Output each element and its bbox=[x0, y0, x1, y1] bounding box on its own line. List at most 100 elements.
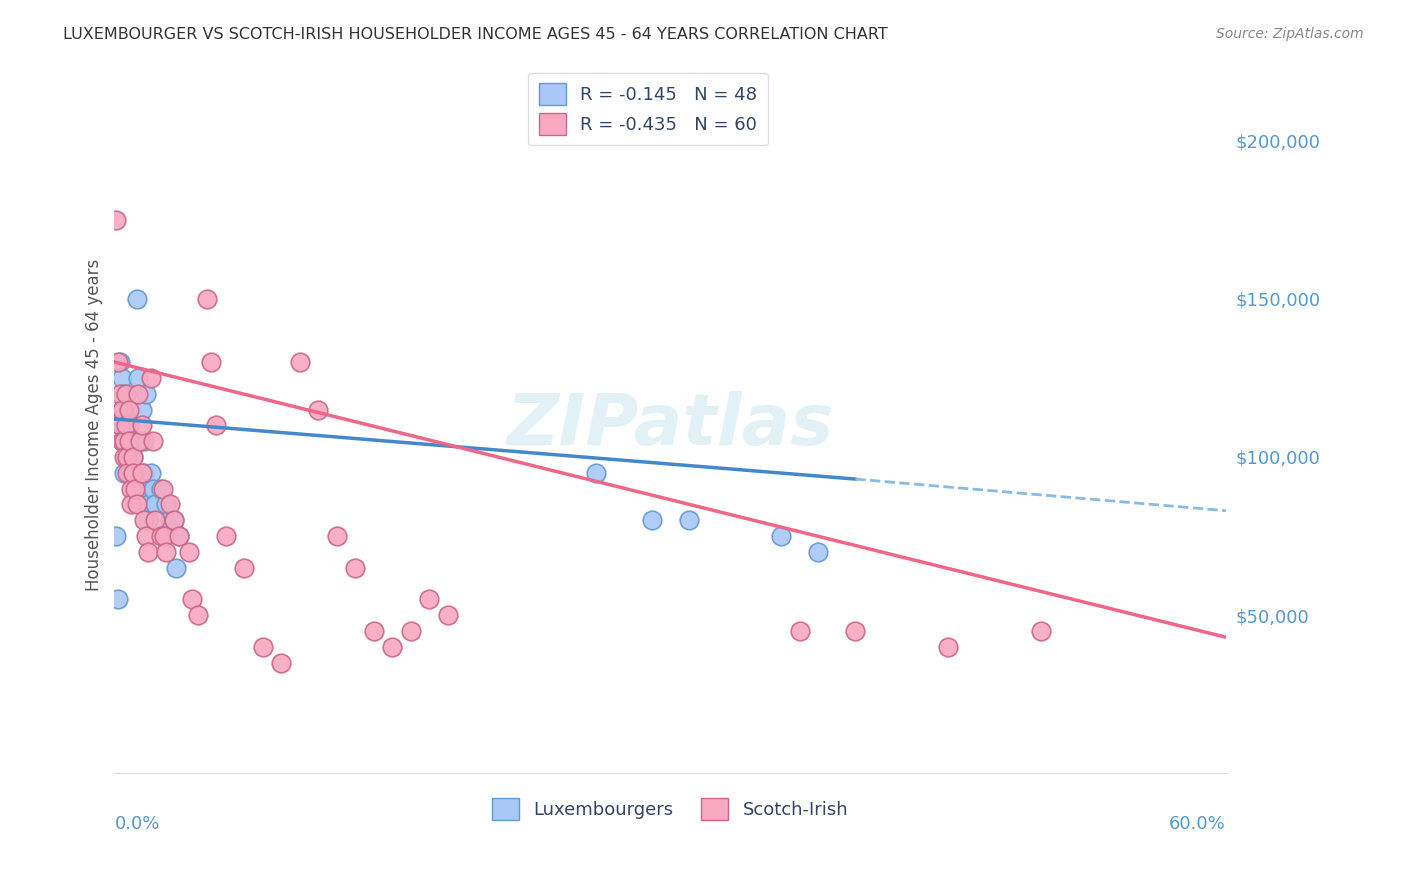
Point bbox=[117, 434, 139, 449]
Point bbox=[149, 482, 172, 496]
Point bbox=[844, 624, 866, 638]
Point bbox=[135, 529, 157, 543]
Point bbox=[114, 450, 136, 464]
Point bbox=[118, 402, 141, 417]
Point bbox=[195, 292, 218, 306]
Point bbox=[136, 497, 159, 511]
Point bbox=[585, 466, 607, 480]
Point bbox=[807, 545, 830, 559]
Point bbox=[114, 386, 136, 401]
Point bbox=[155, 545, 177, 559]
Point bbox=[437, 608, 460, 623]
Point bbox=[1029, 624, 1052, 638]
Point bbox=[678, 513, 700, 527]
Point bbox=[155, 497, 177, 511]
Point bbox=[233, 560, 256, 574]
Point bbox=[640, 513, 662, 527]
Point bbox=[381, 640, 404, 654]
Point bbox=[214, 529, 236, 543]
Point bbox=[128, 386, 150, 401]
Point bbox=[132, 434, 155, 449]
Point bbox=[108, 355, 131, 369]
Point bbox=[159, 513, 181, 527]
Text: 0.0%: 0.0% bbox=[114, 815, 160, 833]
Point bbox=[418, 592, 440, 607]
Point bbox=[181, 592, 204, 607]
Point bbox=[142, 434, 165, 449]
Y-axis label: Householder Income Ages 45 - 64 years: Householder Income Ages 45 - 64 years bbox=[86, 260, 103, 591]
Point bbox=[167, 529, 190, 543]
Point bbox=[114, 418, 136, 433]
Point bbox=[136, 545, 159, 559]
Point bbox=[187, 608, 209, 623]
Point bbox=[159, 497, 181, 511]
Point bbox=[107, 592, 129, 607]
Point bbox=[112, 466, 135, 480]
Point bbox=[131, 466, 153, 480]
Point bbox=[111, 402, 134, 417]
Point bbox=[132, 513, 155, 527]
Point bbox=[111, 434, 134, 449]
Point bbox=[118, 434, 141, 449]
Point bbox=[114, 434, 136, 449]
Point bbox=[105, 529, 128, 543]
Text: LUXEMBOURGER VS SCOTCH-IRISH HOUSEHOLDER INCOME AGES 45 - 64 YEARS CORRELATION C: LUXEMBOURGER VS SCOTCH-IRISH HOUSEHOLDER… bbox=[63, 27, 889, 42]
Point bbox=[167, 529, 190, 543]
Point bbox=[111, 371, 134, 385]
Point bbox=[131, 418, 153, 433]
Point bbox=[117, 450, 139, 464]
Point bbox=[105, 212, 128, 227]
Point bbox=[124, 466, 146, 480]
Point bbox=[112, 386, 135, 401]
Point bbox=[141, 371, 163, 385]
Point bbox=[111, 434, 134, 449]
Point bbox=[122, 466, 145, 480]
Point bbox=[124, 482, 146, 496]
Legend: Luxembourgers, Scotch-Irish: Luxembourgers, Scotch-Irish bbox=[485, 790, 855, 827]
Point bbox=[288, 355, 311, 369]
Point bbox=[136, 513, 159, 527]
Point bbox=[163, 513, 186, 527]
Point bbox=[118, 450, 141, 464]
Point bbox=[125, 497, 148, 511]
Point bbox=[112, 402, 135, 417]
Point bbox=[120, 482, 142, 496]
Point bbox=[108, 418, 131, 433]
Point bbox=[125, 292, 148, 306]
Point bbox=[200, 355, 222, 369]
Point bbox=[120, 450, 142, 464]
Point bbox=[307, 402, 329, 417]
Point bbox=[120, 497, 142, 511]
Point bbox=[153, 529, 176, 543]
Point bbox=[112, 418, 135, 433]
Point bbox=[108, 386, 131, 401]
Point bbox=[122, 450, 145, 464]
Point bbox=[131, 482, 153, 496]
Point bbox=[141, 466, 163, 480]
Point bbox=[122, 450, 145, 464]
Point bbox=[252, 640, 274, 654]
Point bbox=[143, 513, 166, 527]
Point bbox=[142, 482, 165, 496]
Point bbox=[118, 466, 141, 480]
Point bbox=[128, 371, 150, 385]
Point bbox=[325, 529, 347, 543]
Point bbox=[111, 402, 134, 417]
Point bbox=[399, 624, 422, 638]
Text: 60.0%: 60.0% bbox=[1170, 815, 1226, 833]
Point bbox=[270, 656, 292, 670]
Point bbox=[344, 560, 367, 574]
Point bbox=[936, 640, 959, 654]
Point bbox=[129, 434, 152, 449]
Point bbox=[118, 418, 141, 433]
Point bbox=[163, 513, 186, 527]
Point bbox=[149, 529, 172, 543]
Point bbox=[135, 386, 157, 401]
Point bbox=[114, 425, 136, 439]
Text: ZIPatlas: ZIPatlas bbox=[506, 391, 834, 459]
Point bbox=[205, 418, 228, 433]
Point bbox=[789, 624, 811, 638]
Point bbox=[129, 434, 152, 449]
Point bbox=[143, 497, 166, 511]
Point bbox=[107, 355, 129, 369]
